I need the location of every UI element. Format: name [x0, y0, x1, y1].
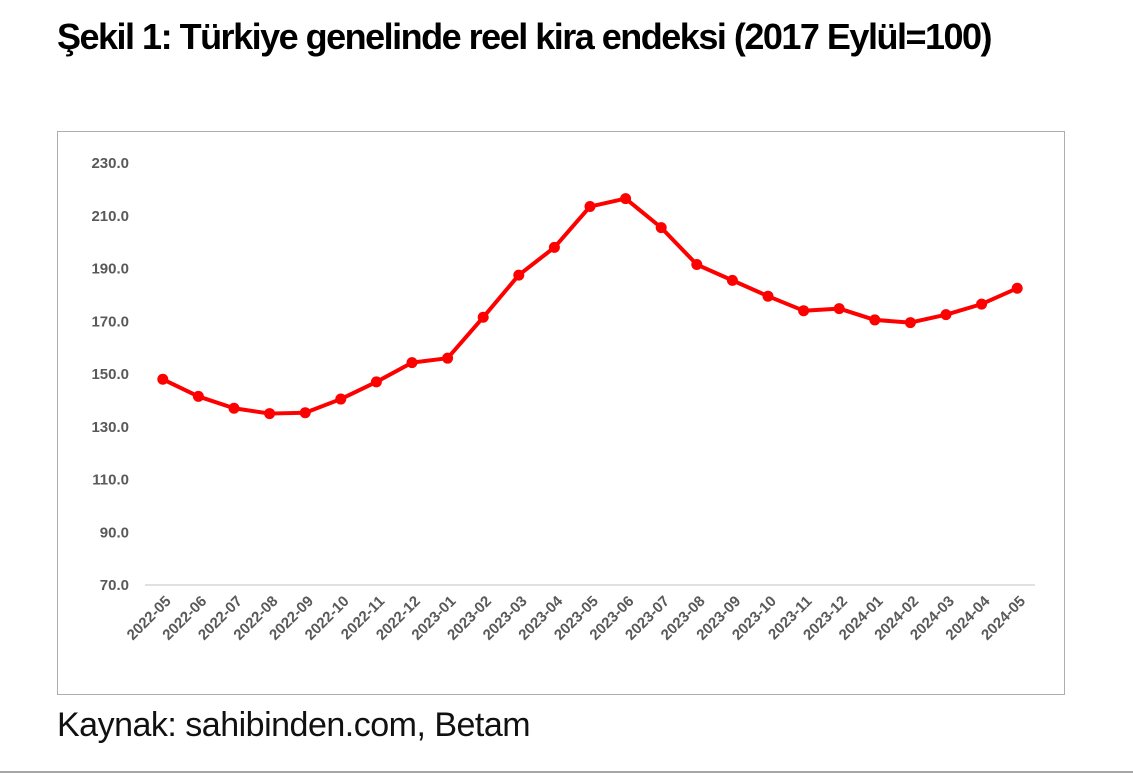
y-axis-tick-label: 190.0: [91, 261, 129, 278]
data-point-marker: [228, 402, 240, 414]
y-axis-tick-label: 70.0: [100, 577, 129, 594]
data-point-marker: [904, 317, 916, 329]
data-point-marker: [192, 390, 204, 402]
data-point-marker: [833, 303, 845, 315]
data-point-marker: [762, 290, 774, 302]
data-point-marker: [299, 407, 311, 419]
data-point-marker: [157, 373, 169, 385]
y-axis-tick-label: 90.0: [100, 524, 129, 541]
source-caption: Kaynak: sahibinden.com, Betam: [57, 706, 531, 744]
y-axis-tick-label: 150.0: [91, 366, 129, 383]
data-point-marker: [370, 376, 382, 388]
data-point-marker: [548, 241, 560, 253]
figure-title: Şekil 1: Türkiye genelinde reel kira end…: [57, 16, 993, 57]
data-point-marker: [620, 193, 632, 205]
y-axis-tick-label: 230.0: [91, 155, 129, 172]
y-axis-tick-label: 130.0: [91, 419, 129, 436]
rent-index-line: [160, 196, 1020, 416]
rent-index-chart: 230.0 210.0 190.0 170.0 150.0 130.0 110.0 90.0 7…: [91, 155, 1035, 644]
data-point-marker: [1011, 282, 1023, 294]
data-point-marker: [976, 298, 988, 310]
data-point-marker: [869, 314, 881, 326]
data-point-marker: [513, 269, 525, 281]
chart-area: 230.0 210.0 190.0 170.0 150.0 130.0 110.0 90.0 7…: [57, 131, 1065, 695]
data-point-marker: [940, 309, 952, 321]
y-axis-tick-label: 210.0: [91, 208, 129, 225]
data-point-marker: [406, 357, 418, 369]
data-point-marker: [655, 222, 667, 234]
data-point-marker: [691, 259, 703, 271]
data-point-marker: [442, 352, 454, 364]
data-point-marker: [264, 408, 276, 420]
y-axis-tick-label: 170.0: [91, 313, 129, 330]
y-axis-tick-label: 110.0: [92, 472, 129, 489]
data-point-marker: [477, 311, 489, 323]
data-point-marker: [726, 274, 738, 286]
bottom-divider: [0, 771, 1133, 773]
data-point-marker: [584, 201, 596, 213]
data-point-marker: [335, 393, 347, 405]
data-point-marker: [798, 305, 810, 317]
